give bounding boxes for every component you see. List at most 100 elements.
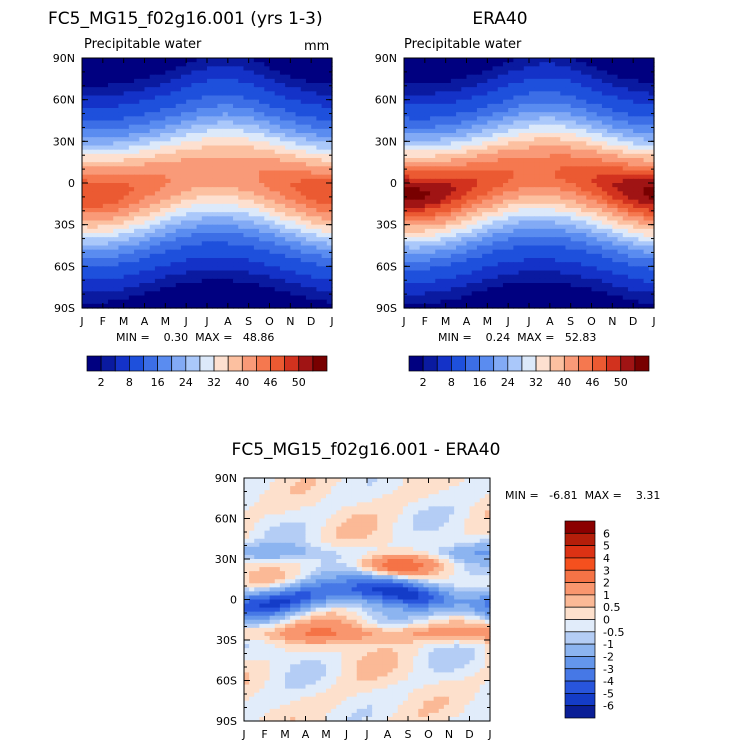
heatmap-cell: [622, 124, 629, 130]
heatmap-cell: [191, 233, 198, 238]
heatmap-cell: [175, 187, 182, 192]
heatmap-cell: [622, 128, 629, 134]
heatmap-cell: [118, 295, 125, 301]
heatmap-cell: [430, 103, 436, 109]
heatmap-cell: [217, 295, 224, 301]
heatmap-cell: [596, 108, 603, 113]
heatmap-cell: [409, 108, 416, 113]
heatmap-cell: [607, 74, 613, 80]
heatmap-cell: [471, 74, 478, 80]
heatmap-cell: [450, 99, 457, 105]
heatmap-cell: [201, 287, 208, 292]
heatmap-cell: [456, 187, 462, 192]
heatmap-cell: [191, 199, 198, 205]
heatmap-cell: [508, 158, 514, 163]
heatmap-cell: [295, 278, 302, 284]
heatmap-cell: [285, 220, 291, 226]
heatmap-cell: [612, 95, 619, 101]
heatmap-cell: [311, 237, 317, 242]
heatmap-cell: [461, 203, 468, 209]
heatmap-cell: [248, 141, 255, 147]
heatmap-cell: [419, 187, 426, 192]
heatmap-cell: [450, 141, 457, 147]
heatmap-cell: [502, 178, 509, 184]
heatmap-cell: [450, 216, 457, 222]
heatmap-cell: [269, 241, 276, 247]
heatmap-cell: [134, 133, 140, 138]
heatmap-cell: [633, 191, 639, 197]
heatmap-cell: [445, 108, 452, 113]
heatmap-cell: [264, 120, 271, 126]
heatmap-cell: [170, 303, 177, 309]
heatmap-cell: [544, 66, 551, 72]
heatmap-cell: [191, 216, 198, 222]
heatmap-cell: [217, 70, 224, 76]
heatmap-cell: [102, 83, 109, 88]
heatmap-cell: [274, 153, 281, 159]
heatmap-cell: [518, 158, 525, 163]
heatmap-cell: [290, 95, 297, 101]
heatmap-cell: [487, 83, 494, 88]
heatmap-cell: [118, 208, 125, 213]
heatmap-cell: [144, 228, 151, 234]
heatmap-cell: [466, 128, 473, 134]
heatmap-cell: [316, 145, 323, 151]
heatmap-cell: [102, 62, 109, 67]
heatmap-cell: [295, 66, 302, 72]
heatmap-cell: [321, 149, 328, 155]
heatmap-cell: [186, 241, 192, 247]
heatmap-cell: [544, 166, 551, 172]
heatmap-cell: [97, 70, 104, 76]
heatmap-cell: [139, 137, 146, 142]
colorbar-label: 8: [126, 376, 133, 389]
heatmap-cell: [269, 87, 276, 92]
heatmap-cell: [492, 145, 499, 151]
heatmap-cell: [201, 216, 208, 222]
heatmap-cell: [212, 228, 219, 234]
heatmap-cell: [175, 191, 182, 197]
heatmap-cell: [123, 83, 130, 88]
heatmap-cell: [414, 228, 421, 234]
heatmap-cell: [482, 116, 488, 122]
heatmap-cell: [518, 58, 525, 63]
heatmap-cell: [487, 87, 494, 92]
heatmap-cell: [217, 83, 224, 88]
heatmap-cell: [445, 74, 452, 80]
heatmap-cell: [414, 112, 421, 117]
heatmap-cell: [633, 208, 639, 213]
heatmap-cell: [207, 187, 213, 192]
heatmap-cell: [191, 212, 198, 217]
heatmap-cell: [570, 187, 577, 192]
heatmap-cell: [87, 237, 94, 242]
heatmap-cell: [456, 58, 462, 63]
heatmap-cell: [476, 133, 483, 138]
heatmap-cell: [201, 228, 208, 234]
heatmap-cell: [529, 183, 535, 188]
heatmap-cell: [544, 145, 551, 151]
heatmap-cell: [482, 78, 488, 84]
heatmap-cell: [300, 83, 307, 88]
heatmap-cell: [285, 58, 291, 63]
heatmap-cell: [648, 162, 655, 167]
colorbar-swatch: [213, 355, 229, 372]
heatmap-cell: [643, 191, 650, 197]
heatmap-cell: [285, 299, 291, 305]
heatmap-cell: [97, 266, 104, 272]
heatmap-cell: [539, 116, 546, 122]
heatmap-cell: [154, 216, 161, 222]
heatmap-cell: [180, 203, 187, 209]
heatmap-cell: [170, 128, 177, 134]
heatmap-cell: [529, 158, 535, 163]
heatmap-cell: [160, 187, 166, 192]
heatmap-cell: [264, 245, 271, 251]
heatmap-cell: [227, 108, 234, 113]
heatmap-cell: [440, 183, 447, 188]
heatmap-cell: [279, 270, 286, 276]
heatmap-cell: [534, 183, 541, 188]
heatmap-cell: [264, 195, 271, 201]
heatmap-cell: [279, 233, 286, 238]
heatmap-cell: [316, 291, 323, 297]
heatmap-cell: [311, 203, 317, 209]
heatmap-cell: [617, 183, 624, 188]
heatmap-cell: [196, 237, 203, 242]
